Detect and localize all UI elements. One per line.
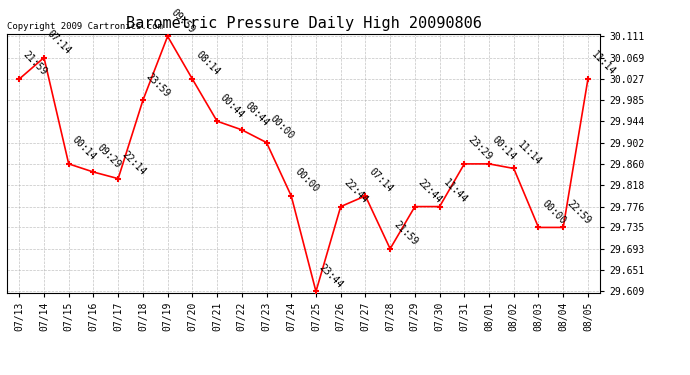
- Title: Barometric Pressure Daily High 20090806: Barometric Pressure Daily High 20090806: [126, 16, 482, 31]
- Text: 00:44: 00:44: [219, 92, 246, 120]
- Text: 09:59: 09:59: [169, 7, 197, 35]
- Text: 21:59: 21:59: [21, 50, 48, 78]
- Text: 08:14: 08:14: [194, 50, 221, 78]
- Text: 00:00: 00:00: [540, 198, 568, 226]
- Text: 23:44: 23:44: [317, 262, 345, 290]
- Text: Copyright 2009 Cartronics.com: Copyright 2009 Cartronics.com: [7, 22, 163, 31]
- Text: 22:44: 22:44: [416, 177, 444, 205]
- Text: 22:44: 22:44: [342, 177, 370, 205]
- Text: 00:00: 00:00: [268, 113, 296, 141]
- Text: 11:14: 11:14: [515, 139, 543, 167]
- Text: 11:14: 11:14: [589, 50, 617, 78]
- Text: 08:44: 08:44: [243, 100, 271, 129]
- Text: 11:44: 11:44: [441, 177, 469, 205]
- Text: 00:14: 00:14: [70, 135, 98, 162]
- Text: 07:14: 07:14: [367, 166, 395, 195]
- Text: 22:59: 22:59: [564, 198, 593, 226]
- Text: 09:29: 09:29: [95, 143, 123, 171]
- Text: 00:00: 00:00: [293, 166, 320, 195]
- Text: 21:59: 21:59: [391, 219, 420, 248]
- Text: 22:14: 22:14: [119, 149, 148, 177]
- Text: 07:14: 07:14: [46, 28, 73, 56]
- Text: 00:14: 00:14: [491, 135, 518, 162]
- Text: 23:59: 23:59: [144, 71, 172, 99]
- Text: 23:29: 23:29: [466, 135, 493, 162]
